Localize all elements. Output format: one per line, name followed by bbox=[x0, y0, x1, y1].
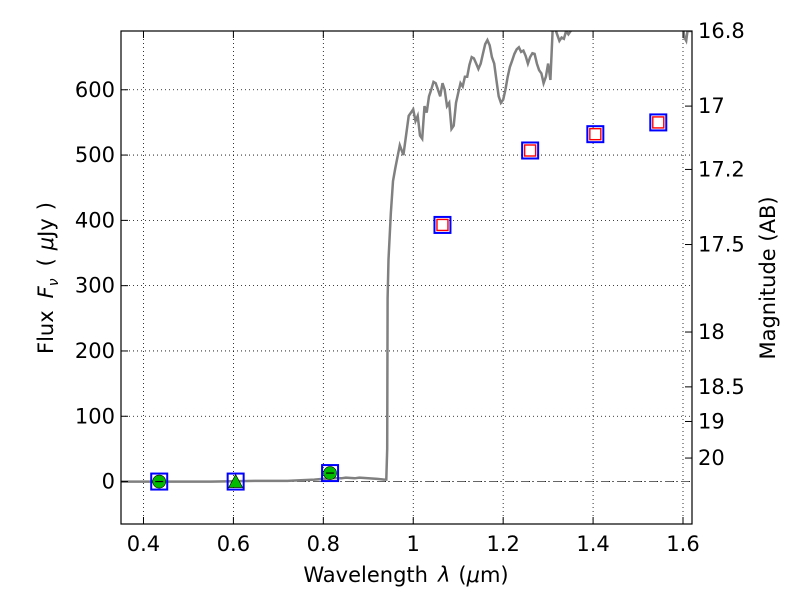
y-tick-label: 600 bbox=[75, 78, 115, 102]
y-axis-label-open-paren: ( bbox=[34, 258, 58, 266]
y-axis-label-mu: μ bbox=[34, 237, 58, 251]
right-tick-label: 19 bbox=[698, 409, 725, 433]
y-axis-label: Flux Fν ( μJy) bbox=[34, 202, 62, 354]
x-axis-label-lambda: λ bbox=[437, 563, 450, 587]
model-square-inner bbox=[589, 127, 602, 141]
x-tick-label: 0.8 bbox=[307, 532, 340, 556]
y-axis-label-close-paren: ) bbox=[34, 202, 58, 210]
model-square-inner bbox=[652, 116, 665, 129]
y-axis-label-unit: Jy bbox=[34, 218, 58, 239]
x-axis-label-paren: ( bbox=[458, 563, 466, 587]
plot-background bbox=[121, 31, 692, 524]
y-tick-label: 100 bbox=[75, 404, 115, 428]
model-square bbox=[586, 125, 605, 144]
y-axis-label-nu: ν bbox=[46, 278, 62, 286]
right-tick-label: 18.5 bbox=[698, 375, 745, 399]
y-tick-label: 0 bbox=[102, 470, 115, 494]
x-axis-label: Wavelength λ (μm) bbox=[303, 563, 508, 587]
model-square-inner bbox=[436, 218, 449, 232]
y-tick-label: 200 bbox=[75, 339, 115, 363]
right-tick-label: 17.2 bbox=[698, 157, 745, 181]
x-axis-label-unit: m) bbox=[480, 563, 509, 587]
x-tick-label: 1 bbox=[407, 532, 420, 556]
model-square bbox=[521, 141, 540, 160]
right-axis-label: Magnitude (AB) bbox=[756, 196, 780, 359]
plot-frame bbox=[120, 30, 693, 525]
x-tick-label: 0.4 bbox=[127, 532, 160, 556]
right-tick-label: 17.5 bbox=[698, 233, 745, 257]
model-square bbox=[226, 472, 245, 491]
model-square bbox=[433, 215, 452, 234]
model-square bbox=[150, 472, 169, 491]
x-tick-label: 1.4 bbox=[576, 532, 609, 556]
right-tick-label: 16.8 bbox=[698, 19, 745, 43]
y-axis-label-F: F bbox=[34, 285, 58, 298]
x-tick-label: 0.6 bbox=[217, 532, 250, 556]
x-tick-label: 1.6 bbox=[666, 532, 699, 556]
x-tick-label: 1.2 bbox=[486, 532, 519, 556]
y-tick-label: 500 bbox=[75, 143, 115, 167]
y-tick-label: 400 bbox=[75, 208, 115, 232]
photometry-point bbox=[228, 473, 244, 488]
model-square bbox=[321, 464, 340, 483]
x-axis-label-mu: μ bbox=[466, 563, 480, 587]
y-tick-label: 300 bbox=[75, 274, 115, 298]
x-axis-label-word: Wavelength bbox=[303, 563, 428, 587]
ticks: 0.4 0.6 0.8 1 1.2 1.4 1.6 0 100 200 300 400 500 600 16… bbox=[75, 19, 745, 556]
right-tick-label: 18 bbox=[698, 320, 725, 344]
model-square-inner bbox=[523, 144, 537, 157]
spectrum-line bbox=[121, 31, 692, 483]
data-markers bbox=[150, 113, 668, 491]
y-axis-label-word: Flux bbox=[34, 310, 58, 354]
right-tick-label: 17 bbox=[698, 94, 725, 118]
model-square bbox=[649, 113, 668, 132]
right-tick-label: 20 bbox=[698, 446, 725, 470]
